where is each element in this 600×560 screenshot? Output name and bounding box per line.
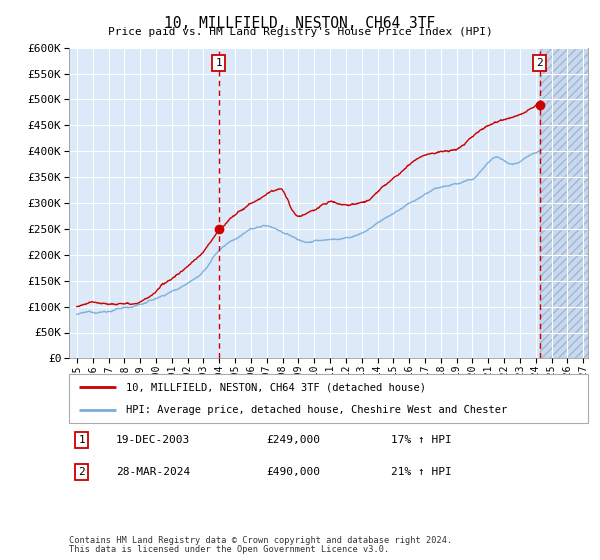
Text: 2: 2 — [536, 58, 543, 68]
Text: Contains HM Land Registry data © Crown copyright and database right 2024.: Contains HM Land Registry data © Crown c… — [69, 536, 452, 545]
Bar — [539, 48, 588, 358]
Text: 19-DEC-2003: 19-DEC-2003 — [116, 435, 190, 445]
Text: Price paid vs. HM Land Registry's House Price Index (HPI): Price paid vs. HM Land Registry's House … — [107, 27, 493, 37]
Text: £249,000: £249,000 — [266, 435, 320, 445]
Text: 10, MILLFIELD, NESTON, CH64 3TF: 10, MILLFIELD, NESTON, CH64 3TF — [164, 16, 436, 31]
Text: 10, MILLFIELD, NESTON, CH64 3TF (detached house): 10, MILLFIELD, NESTON, CH64 3TF (detache… — [126, 382, 426, 393]
Text: 2: 2 — [79, 467, 85, 477]
Text: 21% ↑ HPI: 21% ↑ HPI — [391, 467, 452, 477]
Text: 1: 1 — [215, 58, 222, 68]
Text: This data is licensed under the Open Government Licence v3.0.: This data is licensed under the Open Gov… — [69, 545, 389, 554]
Text: HPI: Average price, detached house, Cheshire West and Chester: HPI: Average price, detached house, Ches… — [126, 405, 508, 415]
Text: 1: 1 — [79, 435, 85, 445]
Text: £490,000: £490,000 — [266, 467, 320, 477]
FancyBboxPatch shape — [69, 374, 588, 423]
Text: 17% ↑ HPI: 17% ↑ HPI — [391, 435, 452, 445]
Text: 28-MAR-2024: 28-MAR-2024 — [116, 467, 190, 477]
